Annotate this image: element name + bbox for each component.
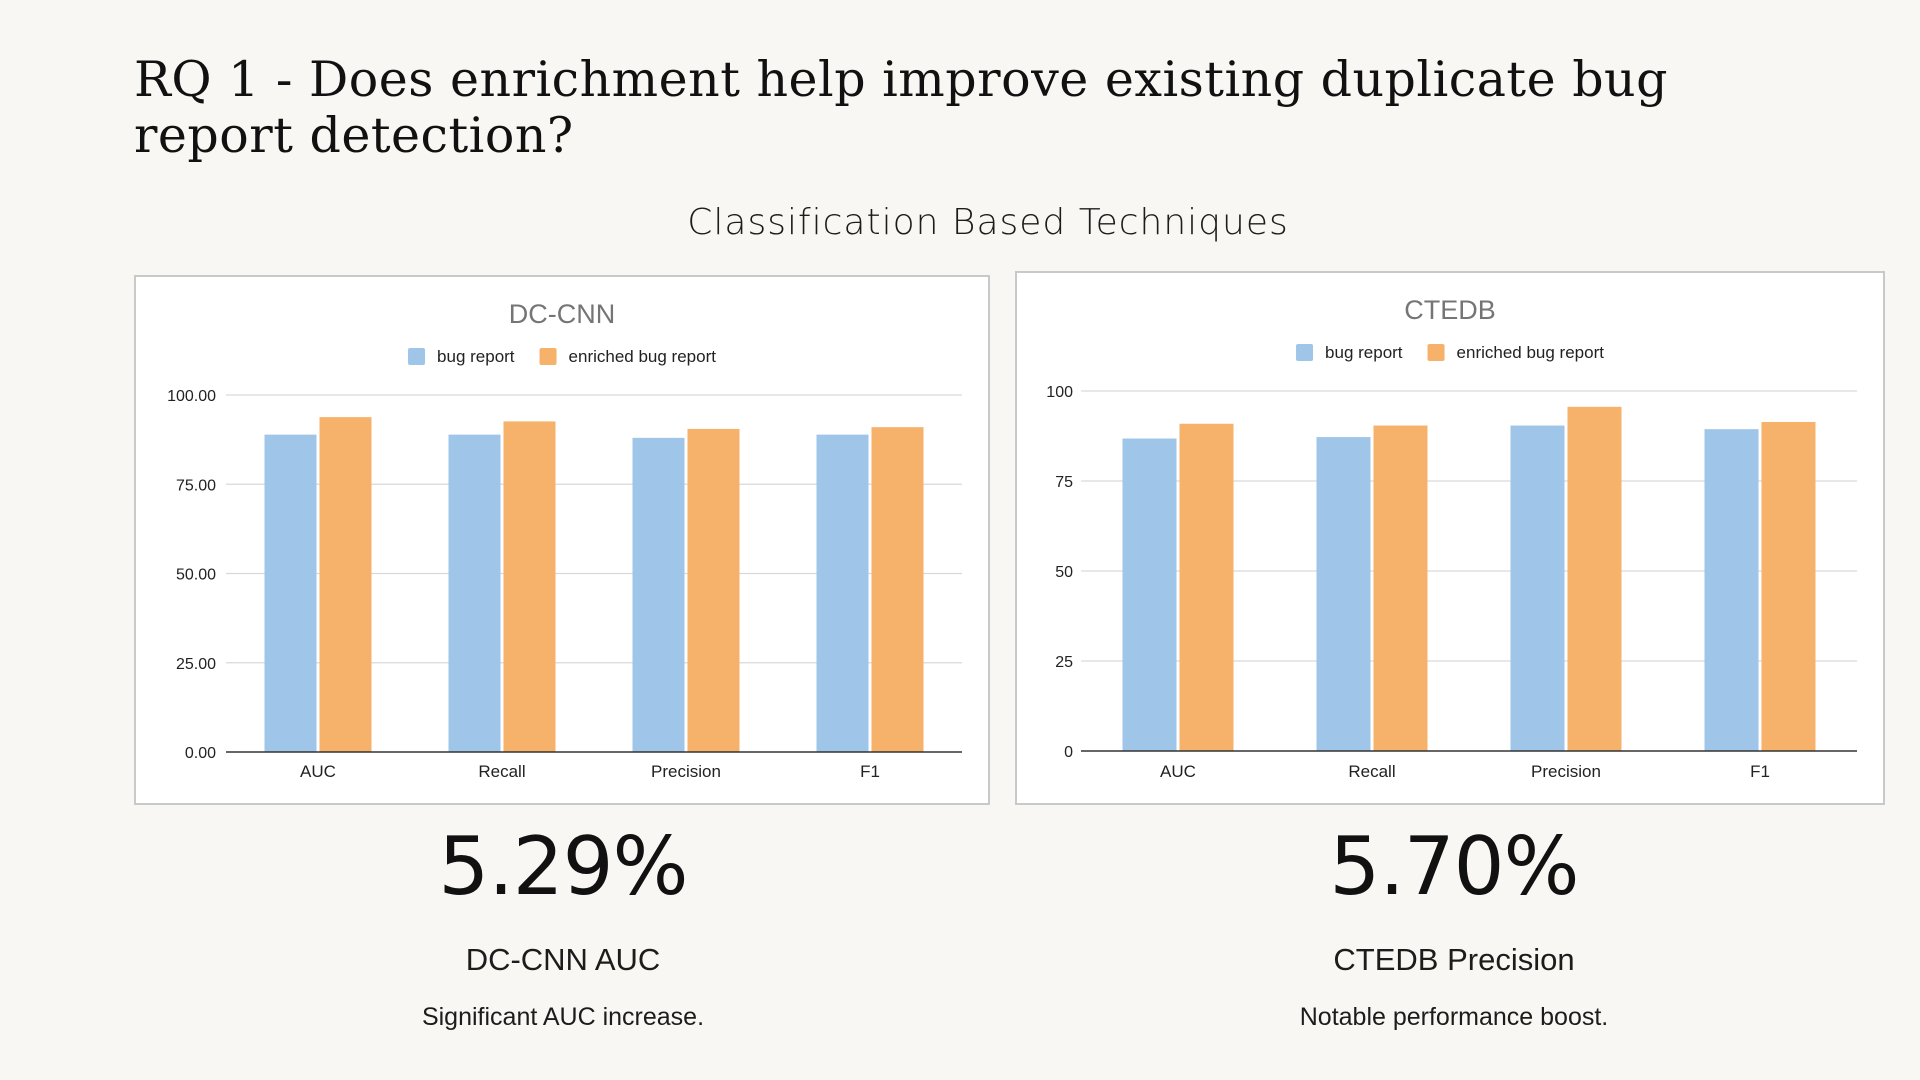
- x-tick-label: Precision: [651, 762, 721, 781]
- bar-recall-enriched-bug-report: [503, 421, 556, 752]
- legend-swatch-enriched-bug-report: [539, 348, 557, 365]
- y-tick-label: 25: [1055, 654, 1073, 671]
- y-tick-label: 50: [1055, 564, 1073, 581]
- bar-precision-enriched-bug-report: [687, 428, 740, 752]
- x-tick-label: F1: [860, 762, 880, 781]
- legend-swatch-bug-report: [408, 348, 426, 365]
- chart-title: DC-CNN: [509, 299, 615, 329]
- y-tick-label: 100: [1046, 384, 1073, 401]
- bar-precision-bug-report: [1510, 425, 1565, 751]
- legend-label-enriched-bug-report: enriched bug report: [1457, 343, 1605, 362]
- y-tick-label: 75: [1055, 474, 1073, 491]
- x-tick-label: AUC: [300, 762, 336, 781]
- dc-cnn-stat-value: 5.29%: [438, 820, 688, 913]
- chart-title: CTEDB: [1404, 295, 1496, 325]
- bar-precision-bug-report: [632, 437, 685, 752]
- bar-f1-bug-report: [1704, 429, 1759, 751]
- y-tick-label: 25.00: [176, 656, 216, 673]
- y-tick-label: 100.00: [167, 388, 216, 405]
- bar-precision-enriched-bug-report: [1567, 406, 1622, 751]
- bar-auc-bug-report: [1122, 438, 1177, 751]
- bar-auc-enriched-bug-report: [319, 417, 372, 752]
- section-subtitle: Classification Based Techniques: [687, 202, 1289, 243]
- bar-auc-bug-report: [264, 434, 317, 752]
- ctedb-stat-description: Notable performance boost.: [1299, 1003, 1609, 1031]
- chart-legend: bug report enriched bug report: [408, 347, 716, 366]
- x-tick-label: Recall: [478, 762, 525, 781]
- y-tick-label: 0: [1064, 744, 1073, 761]
- y-tick-label: 75.00: [176, 477, 216, 494]
- legend-label-bug-report: bug report: [437, 347, 515, 366]
- y-tick-label: 0.00: [185, 745, 216, 762]
- chart-legend: bug report enriched bug report: [1296, 343, 1604, 362]
- ctedb-chart-panel: CTEDB bug report enriched bug report 0 25 50 7…: [1015, 271, 1885, 805]
- bar-f1-bug-report: [816, 434, 869, 752]
- bar-recall-bug-report: [1316, 437, 1371, 751]
- x-tick-label: Recall: [1348, 762, 1395, 781]
- x-tick-label: F1: [1750, 762, 1770, 781]
- x-tick-label: AUC: [1160, 762, 1196, 781]
- y-tick-label: 50.00: [176, 567, 216, 584]
- bar-f1-enriched-bug-report: [1761, 421, 1816, 751]
- bar-auc-enriched-bug-report: [1179, 423, 1234, 751]
- slide-title: RQ 1 - Does enrichment help improve exis…: [134, 51, 1668, 164]
- legend-swatch-bug-report: [1296, 344, 1314, 361]
- bar-recall-bug-report: [448, 434, 501, 752]
- dc-cnn-bar-chart: DC-CNN bug report enriched bug report 0.00 2…: [167, 299, 962, 781]
- x-tick-label: Precision: [1531, 762, 1601, 781]
- legend-label-bug-report: bug report: [1325, 343, 1403, 362]
- legend-swatch-enriched-bug-report: [1427, 344, 1445, 361]
- legend-label-enriched-bug-report: enriched bug report: [569, 347, 717, 366]
- dc-cnn-stat-description: Significant AUC increase.: [421, 1003, 705, 1031]
- bar-f1-enriched-bug-report: [871, 427, 924, 752]
- ctedb-stat-label: CTEDB Precision: [1333, 942, 1575, 977]
- dc-cnn-chart-panel: DC-CNN bug report enriched bug report 0.00 2…: [134, 275, 990, 805]
- bar-recall-enriched-bug-report: [1373, 425, 1428, 751]
- dc-cnn-stat-label: DC-CNN AUC: [465, 942, 661, 977]
- ctedb-stat-value: 5.70%: [1329, 820, 1579, 913]
